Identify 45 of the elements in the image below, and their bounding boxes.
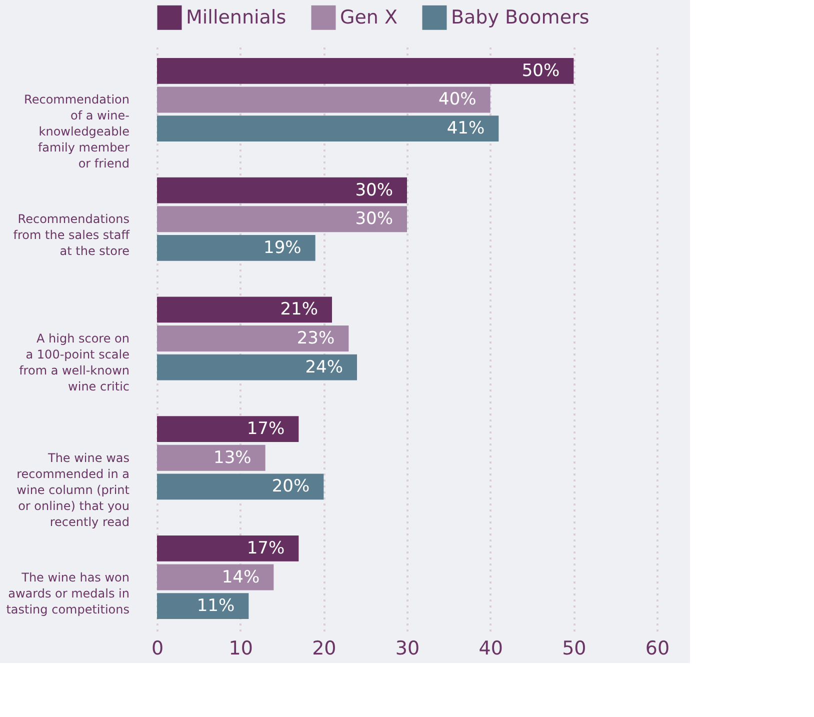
y-tick-label: Recommendations from the sales staff at the store — [13, 212, 130, 258]
bar — [157, 593, 249, 620]
bar — [157, 416, 299, 442]
x-tick-label: 40 — [478, 638, 503, 660]
bar — [157, 86, 490, 113]
x-tick-label: 20 — [312, 638, 336, 660]
bar — [157, 354, 357, 380]
text: 41% — [446, 118, 485, 139]
text: 24% — [305, 357, 343, 378]
text: 17% — [246, 419, 285, 440]
legend-label: Baby Boomers — [451, 6, 590, 29]
y-tick-label: A high score on a 100-point scale from a well-known wine critic — [19, 332, 130, 394]
legend-label: Gen X — [340, 6, 398, 29]
bar — [157, 444, 266, 471]
text: 40% — [438, 90, 476, 110]
bar — [157, 58, 574, 84]
bar — [157, 206, 407, 232]
y-tick-label: The wine was recommended in a wine column (print or online) that you recently read — [16, 450, 130, 529]
bar — [157, 535, 299, 562]
bar — [157, 474, 324, 500]
x-tick-label: 30 — [395, 638, 420, 660]
legend-label: Millennials — [186, 6, 286, 29]
text: 21% — [280, 300, 318, 320]
text: 17% — [246, 538, 285, 558]
x-tick-label: 60 — [645, 638, 670, 660]
text: 20% — [272, 476, 310, 497]
bar — [157, 116, 499, 142]
text: 50% — [522, 60, 560, 81]
bar — [157, 326, 349, 352]
text: 19% — [264, 238, 302, 258]
bar — [157, 564, 274, 590]
text: 14% — [222, 567, 260, 588]
text: 23% — [296, 328, 335, 348]
text: 13% — [214, 448, 252, 468]
bar — [157, 177, 407, 204]
bar — [157, 234, 316, 261]
x-tick-label: 50 — [562, 638, 586, 660]
x-tick-label: 0 — [151, 638, 164, 660]
text: 11% — [196, 596, 235, 616]
bar — [157, 296, 332, 323]
text: 30% — [355, 180, 393, 200]
x-tick-label: 10 — [228, 638, 253, 660]
y-tick-label: Recommendation of a wine- knowledgeable family member or friend — [24, 92, 130, 171]
y-tick-label: The wine has won awards or medals in tasting competitions — [6, 570, 130, 616]
text: 30% — [355, 209, 393, 230]
